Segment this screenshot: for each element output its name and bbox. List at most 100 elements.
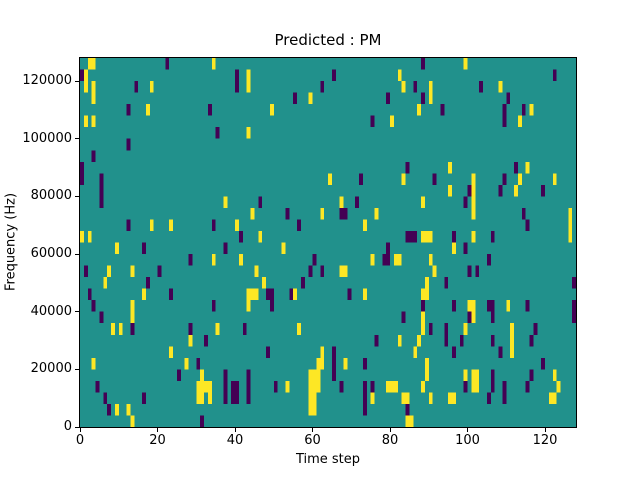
heatmap-cell	[479, 81, 484, 93]
heatmap-cell	[99, 311, 104, 324]
heatmap-cell	[490, 311, 495, 324]
heatmap-cell	[91, 357, 96, 370]
heatmap-cell	[126, 104, 131, 116]
heatmap-cell	[91, 300, 96, 312]
heatmap-cell	[246, 69, 251, 93]
heatmap-cell	[486, 300, 491, 312]
heatmap-cell	[107, 403, 112, 416]
heatmap-cell	[103, 277, 108, 289]
heatmap-cell	[552, 173, 557, 185]
heatmap-cell	[525, 300, 530, 312]
heatmap-cell	[490, 334, 495, 347]
heatmap-cell	[521, 104, 526, 116]
heatmap-cell	[142, 392, 146, 404]
heatmap-cell	[169, 346, 174, 358]
heatmap-cell	[188, 323, 193, 335]
heatmap-cell	[207, 104, 212, 116]
y-tick-label: 100000	[22, 130, 72, 146]
heatmap-cell	[463, 369, 468, 381]
heatmap-cell	[320, 346, 325, 370]
heatmap-cell	[188, 334, 193, 347]
heatmap-cell	[463, 58, 468, 70]
heatmap-cell	[448, 392, 456, 404]
heatmap-cell	[211, 254, 216, 266]
heatmap-cell	[83, 69, 88, 93]
heatmap-cell	[99, 173, 104, 185]
heatmap-cell	[273, 380, 278, 393]
heatmap-cell	[405, 230, 414, 243]
heatmap-cell	[362, 357, 367, 370]
heatmap-cell	[370, 115, 375, 128]
heatmap-cell	[452, 242, 456, 255]
heatmap-cell	[428, 254, 433, 266]
heatmap-cell	[471, 184, 476, 197]
heatmap-cell	[242, 323, 247, 335]
heatmap-cell	[421, 196, 425, 208]
heatmap-cell	[467, 265, 472, 278]
heatmap-cell	[463, 323, 468, 335]
heatmap-cell	[215, 127, 220, 139]
x-tick-label: 0	[75, 433, 85, 448]
heatmap-cell	[405, 161, 410, 174]
heatmap-cell	[401, 173, 406, 185]
heatmap-cell	[312, 254, 317, 266]
heatmap-cell	[362, 219, 367, 231]
heatmap-cell	[502, 173, 507, 185]
heatmap-cell	[382, 254, 390, 266]
heatmap-cell	[246, 127, 251, 139]
heatmap-cell	[413, 346, 418, 358]
x-tick-label: 100	[455, 433, 480, 448]
y-tick-mark	[75, 253, 79, 255]
heatmap-cell	[134, 81, 139, 93]
heatmap-cell	[297, 219, 301, 231]
heatmap-cell	[514, 184, 518, 197]
heatmap-cell	[397, 69, 402, 82]
heatmap-cell	[510, 323, 515, 358]
heatmap-cell	[266, 288, 274, 301]
heatmap-cell	[374, 207, 379, 220]
heatmap-cell	[486, 254, 491, 266]
heatmap-cell	[285, 207, 290, 220]
heatmap-cell	[200, 369, 205, 404]
x-tick-mark	[312, 428, 313, 432]
heatmap-cell	[424, 357, 429, 370]
heatmap-cell	[347, 288, 352, 301]
heatmap-cell	[452, 300, 456, 312]
heatmap-cell	[413, 230, 418, 243]
heatmap-cell	[359, 173, 363, 185]
heatmap-cell	[572, 300, 576, 312]
heatmap-cell	[514, 161, 518, 174]
heatmap-cell	[308, 369, 317, 416]
heatmap-cell	[266, 346, 270, 358]
heatmap-cell	[448, 184, 453, 197]
heatmap-cell	[405, 415, 414, 427]
heatmap-cell	[541, 357, 546, 370]
heatmap-cell	[130, 415, 135, 427]
heatmap-cell	[421, 92, 425, 105]
y-tick-label: 60000	[30, 246, 72, 262]
heatmap-cell	[339, 196, 344, 208]
x-axis-label: Time step	[295, 452, 361, 467]
heatmap-cell	[300, 277, 305, 289]
heatmap-svg	[80, 58, 576, 427]
heatmap-cell	[421, 311, 425, 324]
y-tick-mark	[75, 368, 79, 370]
heatmap-cell	[320, 81, 325, 93]
heatmap-cell	[308, 265, 313, 278]
heatmap-cell	[401, 81, 406, 93]
heatmap-cell	[297, 323, 301, 335]
heatmap-cell	[424, 277, 429, 289]
heatmap-cell	[293, 288, 298, 301]
heatmap-cell	[370, 392, 375, 404]
x-tick-mark	[389, 428, 391, 432]
heatmap-cell	[529, 334, 534, 347]
heatmap-cell	[99, 196, 104, 208]
heatmap-cell	[285, 380, 290, 393]
heatmap-cell	[262, 277, 267, 289]
heatmap-cell	[157, 265, 162, 278]
heatmap-cell	[386, 242, 391, 255]
heatmap-cell	[246, 300, 251, 312]
heatmap-cell	[223, 369, 228, 404]
heatmap-cell	[421, 230, 433, 243]
heatmap-cell	[293, 92, 298, 105]
